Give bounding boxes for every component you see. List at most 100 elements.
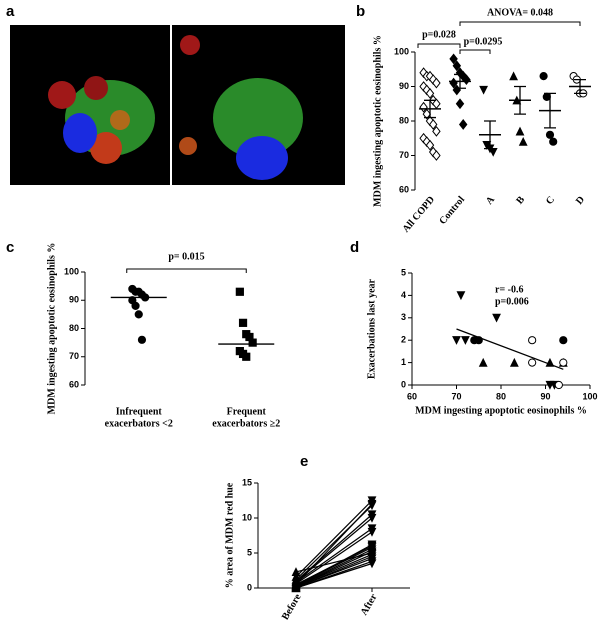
point <box>235 287 244 296</box>
pair-line <box>295 514 373 582</box>
point <box>478 357 488 367</box>
y-tick-label: 5 <box>247 547 252 557</box>
pair-line <box>295 548 373 587</box>
sem-bar <box>454 73 466 89</box>
annotation: p= 0.015 <box>168 251 204 262</box>
bracket <box>459 21 581 26</box>
point <box>367 527 377 537</box>
point <box>539 72 548 81</box>
point <box>509 71 519 81</box>
cell-red <box>48 81 76 109</box>
point <box>449 53 458 65</box>
x-tick-label: 100 <box>582 391 597 401</box>
sem-bar <box>424 99 436 119</box>
point <box>367 540 377 550</box>
y-axis-label: % area of MDM red hue <box>224 482 235 588</box>
point <box>549 137 558 146</box>
pair-line <box>295 562 373 589</box>
y-tick-label: 1 <box>401 357 406 367</box>
y-axis-label: MDM ingesting apoptotic eosinophils % <box>46 243 57 415</box>
y-tick-label: 10 <box>242 512 252 522</box>
nucleus <box>236 136 288 180</box>
point <box>367 559 377 569</box>
y-axis-label: MDM ingesting apoptotic eosinophils % <box>372 35 383 207</box>
cell-red <box>180 35 200 55</box>
x-tick-label: Infrequent <box>116 406 163 417</box>
point <box>242 352 251 361</box>
point <box>428 119 438 130</box>
cell-red <box>84 76 108 100</box>
x-tick-label: 60 <box>407 391 417 401</box>
point <box>452 60 462 72</box>
annotation: p=0.028 <box>422 29 456 40</box>
cell-green <box>213 78 303 158</box>
pair-line <box>295 553 373 588</box>
y-tick-label: 90 <box>399 81 409 91</box>
y-tick-label: 90 <box>69 295 79 305</box>
point <box>422 108 432 120</box>
panel-label: d <box>350 239 359 256</box>
x-tick-label: 90 <box>540 391 550 401</box>
y-tick-label: 60 <box>399 184 409 194</box>
panel-label: e <box>300 453 308 470</box>
pair-line <box>295 558 373 588</box>
y-tick-label: 0 <box>247 582 252 592</box>
y-tick-label: 15 <box>242 477 252 487</box>
y-tick-label: 3 <box>401 312 406 322</box>
x-tick-label: C <box>544 194 557 207</box>
pair-line <box>295 528 373 583</box>
y-tick-label: 100 <box>394 46 409 56</box>
pair-line <box>295 503 373 585</box>
point <box>518 136 528 146</box>
point <box>425 139 435 151</box>
micrograph <box>10 25 345 185</box>
x-tick-label: Frequent <box>227 406 267 417</box>
x-tick-label: Before <box>280 592 304 620</box>
cell-red <box>110 110 130 130</box>
point <box>554 380 563 390</box>
sem-bar <box>544 92 556 129</box>
x-tick-label: A <box>484 194 498 207</box>
nucleus <box>63 113 97 153</box>
point <box>238 318 248 327</box>
annotation: p=0.0295 <box>464 36 503 47</box>
point <box>137 335 147 344</box>
sem-bar <box>514 85 526 115</box>
point <box>458 119 468 130</box>
y-tick-label: 4 <box>401 290 406 300</box>
bracket <box>126 268 247 273</box>
x-tick-label: exacerbators ≥2 <box>212 418 280 429</box>
point <box>432 125 441 137</box>
y-tick-label: 80 <box>399 115 409 125</box>
y-tick-label: 80 <box>69 323 79 333</box>
cell-red <box>90 132 122 164</box>
panel-label: c <box>6 239 14 256</box>
y-axis-label: Exacerbations last year <box>366 278 377 379</box>
point <box>134 310 143 319</box>
x-tick-label: B <box>514 194 527 206</box>
point <box>488 147 498 157</box>
point <box>542 92 551 101</box>
point <box>419 101 428 113</box>
point <box>456 291 466 301</box>
x-tick-label: After <box>359 592 380 618</box>
cell-red <box>179 137 197 155</box>
panel-label: a <box>6 3 15 20</box>
x-tick-label: D <box>574 194 587 207</box>
point <box>367 513 377 523</box>
point <box>528 336 537 345</box>
point <box>528 358 537 367</box>
point <box>452 336 461 345</box>
fit-line <box>456 328 564 370</box>
x-tick-label: 80 <box>496 391 506 401</box>
bracket <box>459 49 491 54</box>
pair-line <box>295 500 373 578</box>
point <box>425 87 435 99</box>
y-tick-label: 2 <box>401 335 406 345</box>
point <box>492 313 501 323</box>
x-tick-label: 70 <box>451 391 461 401</box>
point <box>509 357 519 367</box>
point <box>367 499 377 509</box>
annotation: ANOVA= 0.048 <box>487 7 553 18</box>
point <box>559 336 568 345</box>
